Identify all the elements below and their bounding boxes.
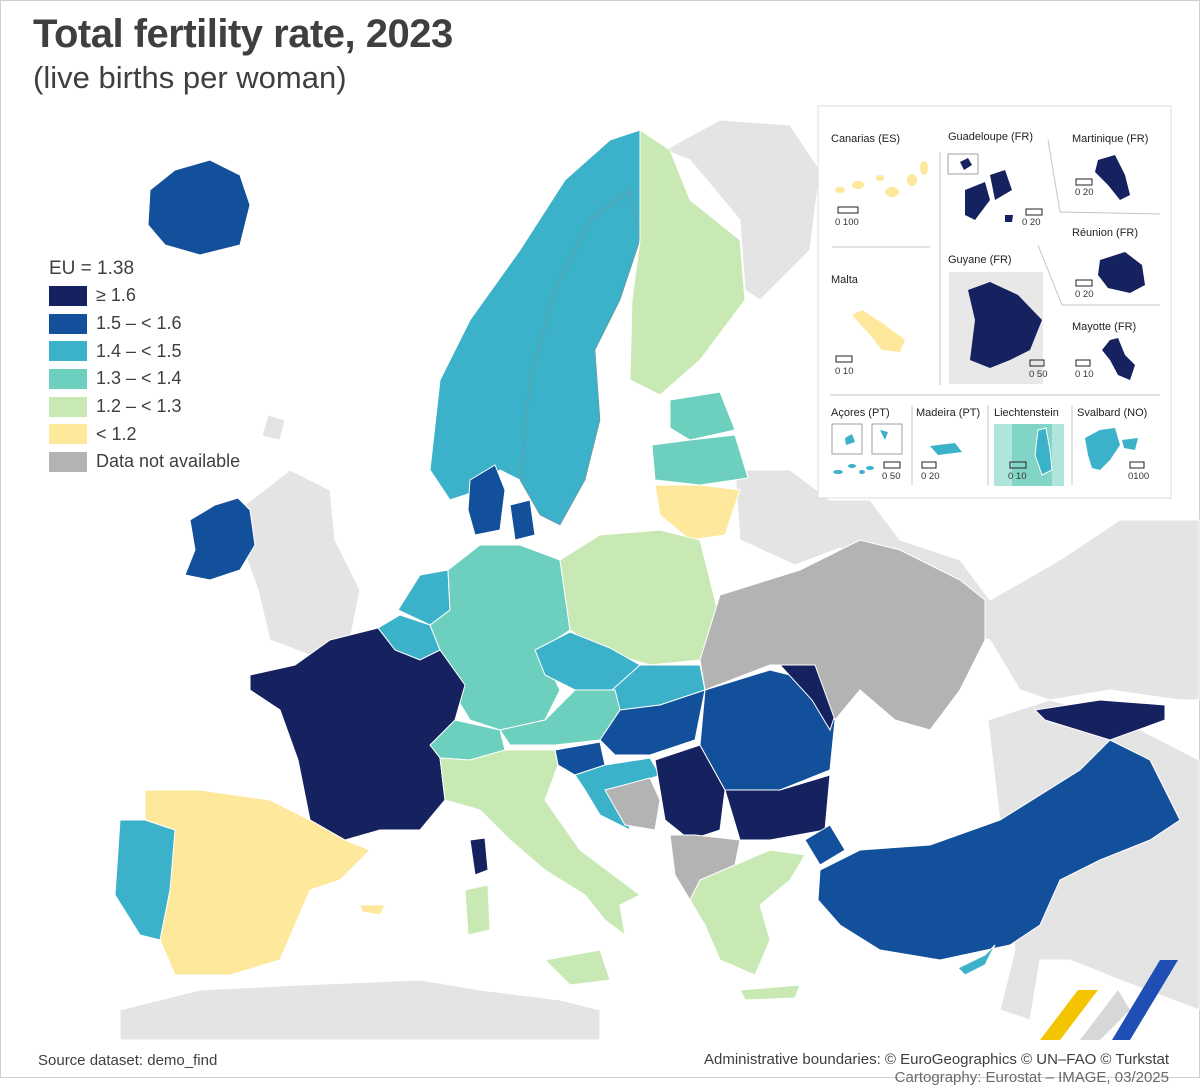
legend-label: ≥ 1.6: [96, 285, 136, 306]
finland: [629, 129, 746, 396]
guyane-shape: [968, 282, 1042, 368]
scale-label-canarias: 0 100: [835, 217, 859, 228]
crete: [739, 984, 801, 1001]
romania: [699, 669, 836, 791]
hungary: [599, 689, 706, 756]
scale-label-guyane: 0 50: [1029, 369, 1048, 380]
inset-label-martinique: Martinique (FR): [1072, 133, 1149, 145]
legend-item: 1.3 – < 1.4: [49, 365, 240, 393]
liechtenstein-shape: [1034, 427, 1053, 476]
inset-panel: [817, 105, 1172, 499]
corsica: [469, 837, 489, 876]
portugal: [114, 819, 176, 941]
mayotte-shape: [1102, 338, 1135, 380]
legend-swatch: [49, 313, 87, 334]
sweden: [519, 189, 641, 526]
legend: EU = 1.38 ≥ 1.6 1.5 – < 1.6 1.4 – < 1.5 …: [49, 258, 240, 476]
denmark: [467, 464, 506, 536]
legend-label: 1.4 – < 1.5: [96, 340, 182, 361]
balearics: [359, 904, 386, 916]
legend-swatch: [49, 285, 87, 306]
france: [249, 627, 466, 841]
inset-label-svalbard: Svalbard (NO): [1077, 407, 1148, 419]
inset-label-acores: Açores (PT): [831, 407, 890, 419]
sicily: [543, 949, 611, 986]
legend-label: Data not available: [96, 451, 241, 472]
russia-north: [663, 119, 821, 301]
svalbard-shape: [1085, 428, 1138, 470]
scale-label-acores: 0 50: [882, 471, 901, 482]
legend-item: < 1.2: [49, 420, 240, 448]
canarias-scale-bar: [837, 206, 859, 214]
italy: [439, 749, 641, 937]
legend-title: EU = 1.38: [49, 258, 135, 279]
credits-line-2: Cartography: Eurostat – IMAGE, 03/2025: [894, 1069, 1169, 1086]
inset-label-guyane: Guyane (FR): [948, 254, 1012, 266]
credits-note: Administrative boundaries: © EuroGeograp…: [703, 1051, 1169, 1086]
legend-label: < 1.2: [96, 423, 137, 444]
turkey: [817, 739, 1181, 961]
eurostat-logo: [1040, 960, 1178, 1040]
lithuania: [654, 484, 741, 541]
source-note: Source dataset: demo_find: [38, 1052, 218, 1069]
legend-item: 1.5 – < 1.6: [49, 310, 240, 338]
map-subtitle: (live births per woman): [33, 60, 347, 95]
estonia: [669, 391, 736, 441]
canarias-islands: [835, 161, 928, 197]
scale-label-svalbard: 0100: [1128, 471, 1150, 482]
denmark-islands: [509, 499, 536, 541]
bosnia: [604, 777, 661, 831]
scale-label-martinique: 0 20: [1075, 187, 1094, 198]
inset-label-malta: Malta: [831, 274, 858, 286]
malta-shape: [852, 310, 905, 352]
cyprus: [957, 944, 996, 976]
reunion-shape: [1098, 252, 1145, 293]
legend-label: 1.2 – < 1.3: [96, 396, 182, 417]
inset-label-mayotte: Mayotte (FR): [1072, 321, 1137, 333]
legend-item: 1.2 – < 1.3: [49, 393, 240, 421]
georgia: [1033, 699, 1166, 741]
inset-label-reunion: Réunion (FR): [1072, 227, 1139, 239]
sardinia: [464, 884, 491, 936]
legend-label: 1.3 – < 1.4: [96, 368, 182, 389]
latvia: [651, 434, 749, 486]
iceland: [147, 159, 251, 256]
ukraine: [699, 539, 986, 731]
legend-swatch: [49, 396, 87, 417]
inset-label-liechtenstein: Liechtenstein: [994, 407, 1059, 419]
legend-item: 1.4 – < 1.5: [49, 337, 240, 365]
inset-label-madeira: Madeira (PT): [916, 407, 981, 419]
scale-label-malta: 0 10: [835, 366, 854, 377]
madeira-shape: [930, 443, 962, 455]
legend-swatch: [49, 368, 87, 389]
scale-label-mayotte: 0 10: [1075, 369, 1094, 380]
scale-label-reunion: 0 20: [1075, 289, 1094, 300]
great-britain: [239, 469, 361, 656]
map-title: Total fertility rate, 2023: [33, 12, 453, 56]
north-africa: [119, 979, 601, 1041]
legend-label: 1.5 – < 1.6: [96, 313, 182, 334]
legend-swatch: [49, 451, 87, 472]
acores-islands: [833, 464, 874, 474]
legend-item: Data not available: [49, 448, 240, 476]
shetland: [261, 414, 286, 441]
martinique-shape: [1095, 155, 1130, 200]
ireland: [184, 497, 256, 581]
scale-label-guadeloupe: 0 20: [1022, 217, 1041, 228]
legend-swatch: [49, 424, 87, 445]
scale-label-madeira: 0 20: [921, 471, 940, 482]
turkey-thrace: [804, 824, 846, 866]
inset-label-canarias: Canarias (ES): [831, 133, 901, 145]
inset-label-guadeloupe: Guadeloupe (FR): [948, 131, 1033, 143]
guadeloupe-shape: [965, 170, 1013, 222]
greece: [689, 849, 806, 976]
legend-item: ≥ 1.6: [49, 282, 240, 310]
legend-swatch: [49, 341, 87, 362]
scale-label-liechtenstein: 0 10: [1008, 471, 1027, 482]
credits-line: Administrative boundaries: © EuroGeograp…: [703, 1051, 1169, 1068]
